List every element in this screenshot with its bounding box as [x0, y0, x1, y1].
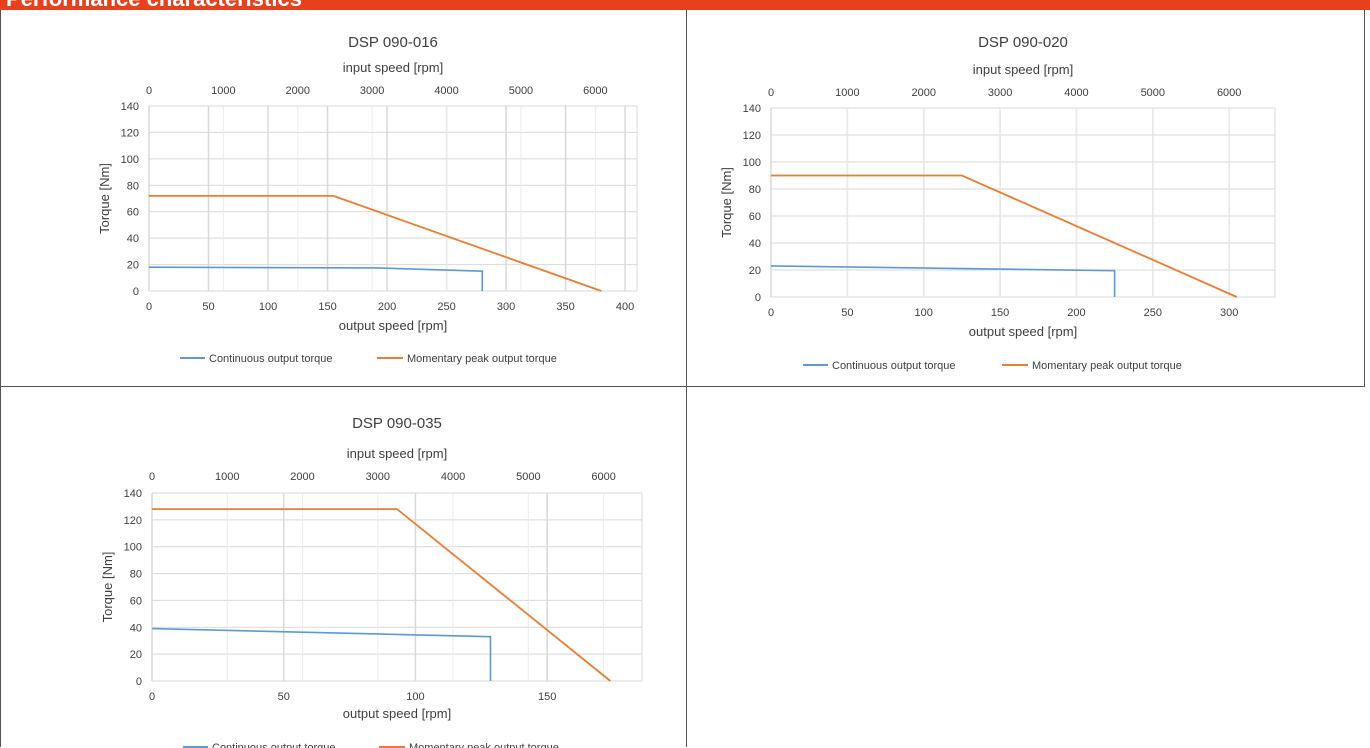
x2-tick-label: 4000	[441, 471, 465, 483]
x-tick-label: 300	[497, 301, 515, 313]
y-tick-label: 80	[130, 569, 142, 581]
x-tick-label: 100	[406, 691, 424, 703]
y-axis-label: Torque [Nm]	[97, 163, 112, 234]
table-border-middle	[686, 10, 687, 747]
x-tick-label: 250	[1144, 307, 1162, 319]
x2-tick-label: 1000	[211, 85, 235, 97]
table-border-left	[0, 10, 1, 747]
y-tick-label: 40	[749, 238, 761, 250]
y-tick-label: 0	[755, 292, 761, 304]
x2-tick-label: 0	[146, 85, 152, 97]
y-tick-label: 100	[124, 542, 142, 554]
chart-title: DSP 090-020	[978, 34, 1068, 51]
y-tick-label: 60	[749, 211, 761, 223]
chart-title: DSP 090-035	[352, 415, 442, 432]
legend-label-continuous: Continuous output torque	[212, 742, 336, 748]
y-tick-label: 40	[130, 622, 142, 634]
x2-tick-label: 2000	[286, 85, 310, 97]
continuous-torque-line	[148, 266, 484, 291]
x2-tick-label: 5000	[509, 85, 533, 97]
x2-tick-label: 5000	[516, 471, 540, 483]
x-tick-label: 250	[437, 301, 455, 313]
y-tick-label: 120	[121, 127, 139, 139]
y-tick-label: 20	[749, 265, 761, 277]
y-tick-label: 0	[133, 286, 139, 298]
chart-dsp-090-035: DSP 090-035 input speed [rpm] 0 20 40 60 80 100…	[100, 415, 643, 748]
x2-tick-label: 3000	[366, 471, 390, 483]
secondary-x-axis-label: input speed [rpm]	[973, 62, 1073, 77]
y-tick-label: 100	[121, 154, 139, 166]
y-axis-label: Torque [Nm]	[100, 552, 115, 623]
y-tick-label: 140	[121, 101, 139, 113]
x-tick-label: 0	[146, 301, 152, 313]
x-axis-label: output speed [rpm]	[339, 318, 447, 333]
y-tick-label: 0	[136, 676, 142, 688]
chart-grid: DSP 090-016 input speed [rpm] 0 20 40 60 80 100…	[0, 10, 1370, 748]
legend-label-continuous: Continuous output torque	[832, 360, 956, 372]
x-tick-label: 100	[915, 307, 933, 319]
peak-torque-line	[771, 174, 1238, 298]
legend-label-continuous: Continuous output torque	[209, 353, 333, 365]
x-tick-label: 100	[259, 301, 277, 313]
x2-tick-label: 0	[768, 87, 774, 99]
x-tick-label: 50	[278, 691, 290, 703]
x-tick-label: 350	[556, 301, 574, 313]
continuous-torque-line	[770, 265, 1116, 297]
x2-tick-label: 6000	[591, 471, 615, 483]
x-tick-label: 300	[1220, 307, 1238, 319]
x-axis-label: output speed [rpm]	[343, 706, 451, 721]
y-tick-label: 140	[124, 488, 142, 500]
peak-torque-line	[152, 508, 611, 682]
chart-dsp-090-020: DSP 090-020 input speed [rpm] 0 20 40 60 80 100…	[719, 34, 1276, 372]
x2-tick-label: 1000	[835, 87, 859, 99]
x2-tick-label: 5000	[1141, 87, 1165, 99]
x-tick-label: 400	[616, 301, 634, 313]
x2-tick-label: 6000	[1217, 87, 1241, 99]
y-tick-label: 80	[127, 180, 139, 192]
legend-label-peak: Momentary peak output torque	[409, 742, 559, 748]
x2-tick-label: 0	[149, 471, 155, 483]
legend-label-peak: Momentary peak output torque	[1032, 360, 1182, 372]
y-tick-label: 120	[124, 515, 142, 527]
x2-tick-label: 6000	[583, 85, 607, 97]
y-tick-label: 60	[127, 207, 139, 219]
chart-dsp-090-016: DSP 090-016 input speed [rpm] 0 20 40 60 80 100…	[97, 34, 638, 365]
secondary-x-axis-label: input speed [rpm]	[343, 60, 443, 75]
chart-title: DSP 090-016	[348, 34, 438, 51]
x2-tick-label: 1000	[215, 471, 239, 483]
y-axis-label: Torque [Nm]	[719, 167, 734, 238]
y-tick-label: 140	[743, 103, 761, 115]
x-tick-label: 200	[378, 301, 396, 313]
y-tick-label: 60	[130, 595, 142, 607]
x2-tick-label: 3000	[988, 87, 1012, 99]
section-header: Performance characteristics	[0, 0, 1370, 10]
y-tick-label: 80	[749, 184, 761, 196]
legend-label-peak: Momentary peak output torque	[407, 353, 557, 365]
x-tick-label: 150	[318, 301, 336, 313]
table-border-right	[1364, 10, 1365, 386]
x2-tick-label: 2000	[290, 471, 314, 483]
x-tick-label: 150	[538, 691, 556, 703]
continuous-torque-line	[151, 627, 492, 681]
x-tick-label: 50	[202, 301, 214, 313]
y-tick-label: 100	[743, 157, 761, 169]
y-tick-label: 20	[127, 260, 139, 272]
y-tick-label: 120	[743, 130, 761, 142]
x2-tick-label: 4000	[1064, 87, 1088, 99]
x-tick-label: 50	[841, 307, 853, 319]
x2-tick-label: 2000	[911, 87, 935, 99]
x2-tick-label: 3000	[360, 85, 384, 97]
x-tick-label: 0	[768, 307, 774, 319]
y-tick-label: 20	[130, 649, 142, 661]
x-tick-label: 200	[1067, 307, 1085, 319]
table-border-row	[0, 386, 1365, 387]
peak-torque-line	[149, 194, 602, 292]
x-axis-label: output speed [rpm]	[969, 324, 1077, 339]
x-tick-label: 0	[149, 691, 155, 703]
y-tick-label: 40	[127, 233, 139, 245]
section-title: Performance characteristics	[6, 0, 302, 10]
x-tick-label: 150	[991, 307, 1009, 319]
x2-tick-label: 4000	[434, 85, 458, 97]
secondary-x-axis-label: input speed [rpm]	[347, 446, 447, 461]
